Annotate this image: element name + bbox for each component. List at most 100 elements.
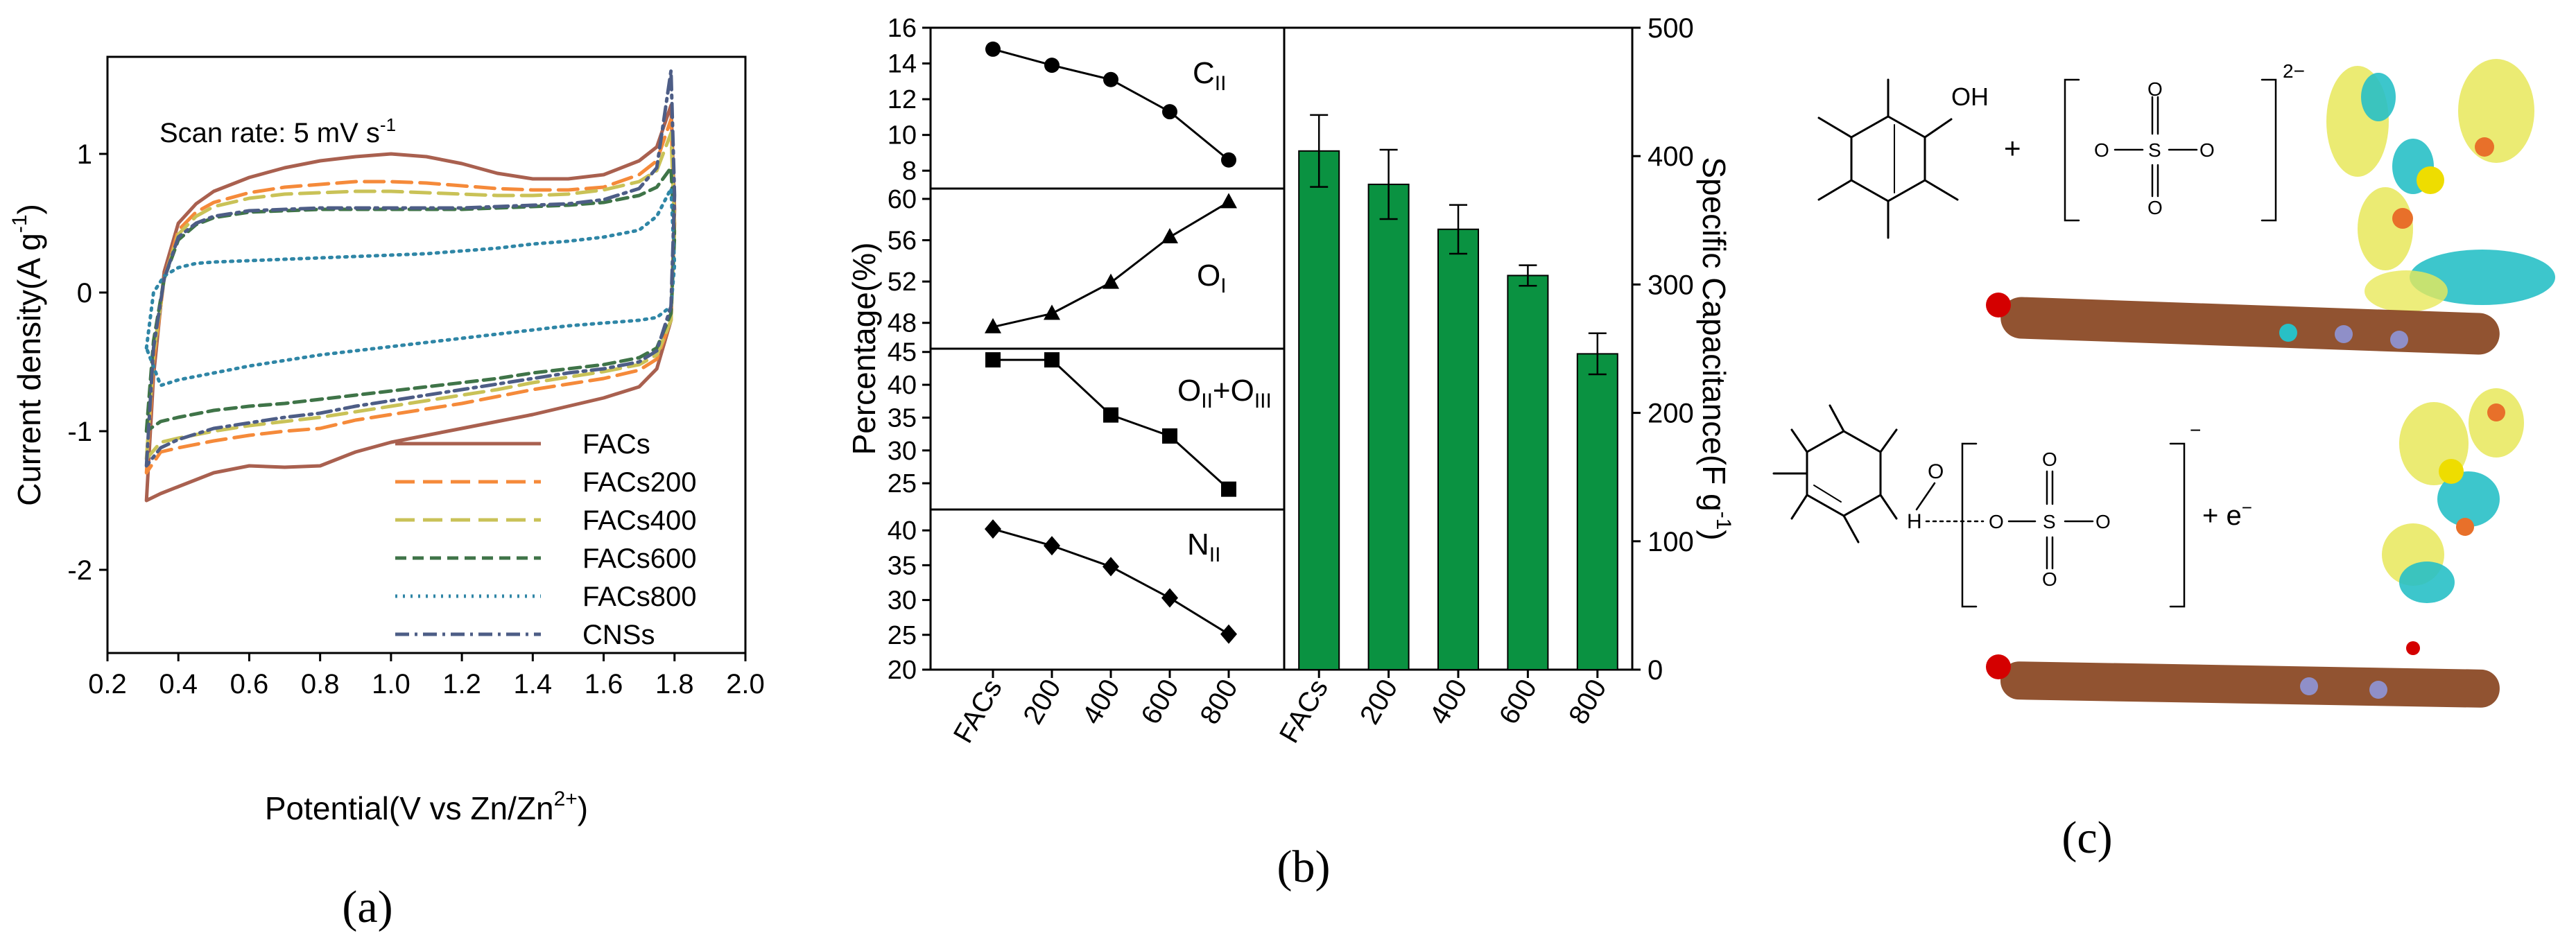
y-tick-label: 56 (888, 227, 917, 256)
x-tick-label: 400 (1076, 674, 1125, 730)
y-tick-label: 45 (888, 338, 917, 367)
cv-curve-cnss (144, 69, 677, 468)
x-tick-label: 1.0 (372, 669, 410, 699)
x-tick-label: FACs (1274, 674, 1334, 749)
hydrogen-h: H (1907, 510, 1922, 533)
sulfate-o: O (2147, 197, 2163, 218)
phenol-oh-bond-bottom (1881, 452, 1917, 495)
y-tick-label: 400 (1648, 141, 1694, 172)
data-point (1161, 588, 1178, 608)
data-point (1103, 71, 1118, 87)
electron-label: + e− (2202, 497, 2252, 531)
data-point (1103, 407, 1118, 423)
subplot-label: NII (1187, 528, 1220, 566)
bar (1367, 183, 1410, 671)
x-tick-label: 0.4 (159, 669, 198, 699)
legend-label: FACs (582, 429, 650, 460)
y-tick-label: 16 (888, 14, 917, 43)
data-point (1220, 193, 1237, 209)
x-tick-label: 400 (1424, 674, 1473, 730)
y-tick-label: 14 (888, 50, 917, 79)
x-tick-label: 1.2 (442, 669, 481, 699)
data-point (1044, 536, 1060, 556)
panel-c: OH + O O O O S 2− (1772, 59, 2555, 863)
cv-curve-facs400 (144, 131, 677, 461)
data-point (1103, 273, 1119, 289)
data-point (985, 519, 1001, 539)
plot-b-percent-series: 8 10 12 14 16 CII 48 52 56 60 OI 25 30 35 40 45 OII+OIII… (888, 14, 1272, 748)
y-tick-label: 25 (888, 469, 917, 498)
y-tick-label: 20 (888, 656, 917, 685)
y-tick-label: 8 (902, 157, 917, 186)
plot-a-frame (106, 55, 747, 654)
plot-b-bar-series: 0 100 200 300 400 500 FACs 200 400 600 800 (1274, 13, 1694, 748)
y-tick-label: 200 (1648, 399, 1694, 429)
series-line (992, 201, 1229, 329)
plot-a-ticks: 0.2 0.4 0.6 0.8 1.0 1.2 1.4 1.6 1.8 2.0 -2 -1 0 1 (67, 139, 764, 699)
y-tick-label: 0 (77, 278, 92, 308)
y-tick-label: 300 (1648, 270, 1694, 300)
legend-label: FACs400 (582, 505, 697, 536)
x-tick-label: 800 (1194, 674, 1243, 730)
data-point (985, 41, 1001, 57)
data-point (1162, 104, 1177, 120)
y-tick-label: 30 (888, 586, 917, 616)
data-point (1103, 557, 1119, 577)
bar (1507, 275, 1549, 671)
data-point (985, 352, 1001, 368)
y-tick-label: 35 (888, 551, 917, 580)
x-tick-label: 1.4 (514, 669, 553, 699)
subplot-label: OII+OIII (1177, 374, 1272, 412)
sulfate-o: O (1989, 511, 2004, 532)
panel-a-label: (a) (342, 882, 392, 932)
y-tick-label: 40 (888, 516, 917, 546)
data-point (1221, 481, 1236, 497)
x-tick-label: 0.8 (301, 669, 340, 699)
data-point (985, 317, 1001, 333)
plot-a-curves (144, 69, 677, 503)
legend-label: FACs600 (582, 543, 697, 574)
panel-b-label: (b) (1277, 842, 1331, 892)
panel-a: 0.2 0.4 0.6 0.8 1.0 1.2 1.4 1.6 1.8 2.0 -2 -1 0 1 Sca… (8, 55, 765, 932)
y-tick-label: 60 (888, 185, 917, 214)
data-point (1221, 152, 1236, 168)
bar (1298, 150, 1340, 671)
phenol-o: O (1928, 460, 1944, 483)
sulfate-structure-top (2064, 78, 2277, 222)
x-tick-label: 2.0 (726, 669, 765, 699)
y-tick-label: 10 (888, 121, 917, 150)
sulfate-o: O (2095, 511, 2111, 532)
x-tick-label: 800 (1563, 674, 1612, 730)
sulfate-o: O (2199, 139, 2215, 161)
sulfate-o: O (2094, 139, 2109, 161)
y-tick-label: 0 (1648, 655, 1663, 686)
scan-rate-annotation: Scan rate: 5 mV s-1 (159, 114, 396, 148)
legend-label: FACs200 (582, 467, 697, 498)
dft-render-top (1986, 59, 2555, 355)
charge-label: − (2190, 419, 2201, 441)
x-tick-label: 600 (1494, 674, 1543, 730)
plot-a-xlabel: Potential(V vs Zn/Zn2+) (265, 787, 588, 826)
plot-b-ylabel-left: Percentage(%) (846, 243, 882, 455)
x-tick-label: FACs (948, 674, 1008, 749)
oh-group-label: OH (1951, 82, 1989, 111)
sulfate-o: O (2147, 78, 2163, 100)
panel-c-label: (c) (2061, 812, 2112, 863)
legend-label: CNSs (582, 620, 655, 650)
panel-b: 8 10 12 14 16 CII 48 52 56 60 OI 25 30 35 40 45 OII+OIII… (846, 13, 1735, 892)
data-point (1220, 624, 1237, 644)
phenol-structure-top (1817, 78, 1959, 239)
y-tick-label: 100 (1648, 527, 1694, 557)
sulfate-s: S (2148, 139, 2161, 161)
x-tick-label: 1.8 (655, 669, 694, 699)
y-tick-label: 12 (888, 85, 917, 114)
y-tick-label: 35 (888, 403, 917, 433)
phenol-structure-bottom (1772, 404, 1898, 543)
cv-curve-facs200 (144, 117, 677, 475)
x-tick-label: 200 (1017, 674, 1066, 730)
plot-b-ylabel-right: Specific Capacitance(F g-1) (1696, 157, 1735, 540)
plot-a-legend: FACs FACs200 FACs400 FACs600 FACs800 CNSs (395, 429, 697, 650)
y-tick-label: 48 (888, 309, 917, 338)
y-tick-label: -2 (67, 555, 92, 586)
cv-curve-facs800 (144, 186, 677, 388)
